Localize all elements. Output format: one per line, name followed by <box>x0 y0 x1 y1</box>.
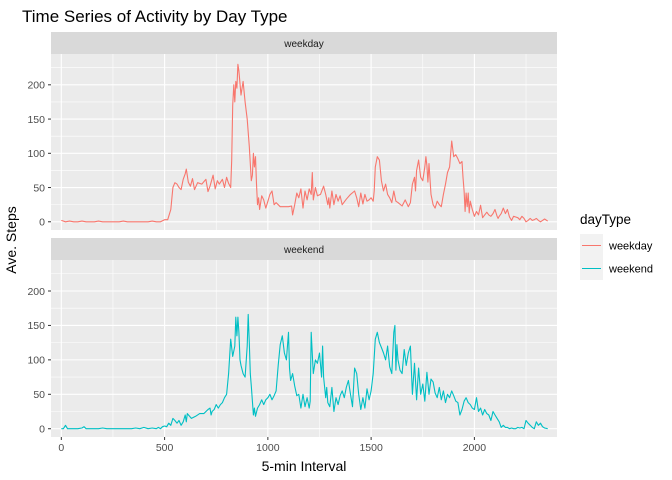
y-tick-label: 150 <box>27 320 45 332</box>
facet-panels: weekday 0 50 100 150 200 weekend 0 50 100 150 200 <box>27 32 557 437</box>
facet-strip <box>51 238 557 260</box>
panel-weekend: weekend 0 50 100 150 200 <box>27 238 557 437</box>
x-tick-label: 0 <box>58 442 64 454</box>
x-tick-label: 1000 <box>256 442 280 454</box>
y-axis-title: Ave. Steps <box>3 206 19 273</box>
x-axis-title: 5-min Interval <box>262 458 347 474</box>
panel-background <box>51 260 557 437</box>
y-tick-label: 200 <box>27 286 45 298</box>
facet-strip-label: weekend <box>283 245 324 256</box>
y-tick-label: 100 <box>27 355 45 367</box>
y-tick-label: 150 <box>27 114 45 126</box>
x-tick-label: 500 <box>156 442 174 454</box>
series-line-weekday <box>61 63 549 223</box>
y-tick-label: 0 <box>39 217 45 229</box>
facet-strip <box>51 32 557 54</box>
y-tick-label: 50 <box>33 389 45 401</box>
legend-label-weekday: weekday <box>608 241 653 253</box>
legend-label-weekend: weekend <box>608 264 653 276</box>
x-tick-label: 2000 <box>463 442 487 454</box>
y-tick-label: 100 <box>27 148 45 160</box>
legend-title: dayType <box>580 212 631 227</box>
facet-strip-label: weekday <box>283 39 323 50</box>
y-tick-label: 50 <box>33 182 45 194</box>
y-tick-label: 200 <box>27 80 45 92</box>
legend: dayType weekday weekend <box>580 212 653 280</box>
panel-weekday: weekday 0 50 100 150 200 <box>27 32 557 230</box>
x-tick-label: 1500 <box>359 442 383 454</box>
y-tick-label: 0 <box>39 424 45 436</box>
chart-title: Time Series of Activity by Day Type <box>22 7 287 26</box>
series-line-weekend <box>61 313 548 430</box>
x-axis: 0 500 1000 1500 2000 <box>58 437 486 454</box>
